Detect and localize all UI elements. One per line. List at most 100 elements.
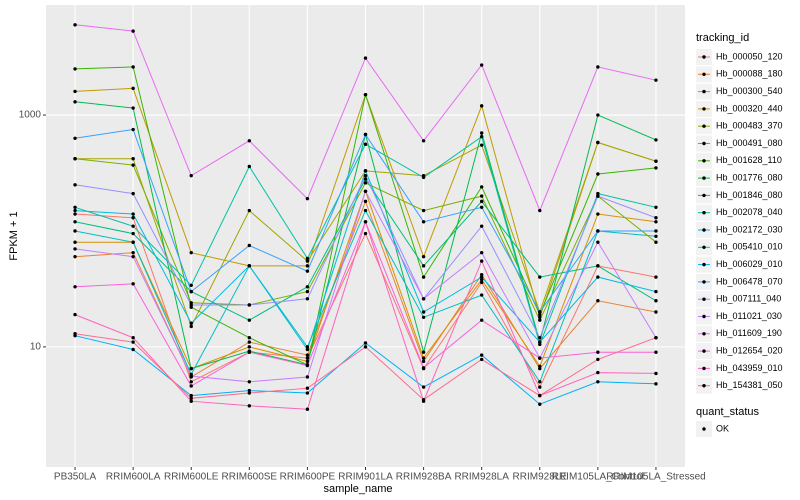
data-point	[421, 139, 426, 143]
data-point	[73, 312, 77, 317]
data-point	[538, 364, 542, 369]
data-point	[363, 208, 368, 213]
legend-point	[702, 245, 706, 249]
data-point	[596, 240, 600, 244]
data-point	[421, 398, 426, 402]
data-point	[73, 331, 77, 336]
legend-label: Hb_043959_010	[716, 363, 783, 373]
data-point	[305, 345, 310, 349]
data-point	[596, 264, 600, 268]
data-point	[247, 391, 252, 395]
data-point	[73, 229, 77, 233]
data-point	[538, 275, 542, 279]
data-point	[421, 310, 426, 314]
data-point	[596, 380, 600, 384]
legend-label: Hb_001776_080	[716, 172, 783, 182]
data-point	[479, 357, 484, 362]
x-tick-label: RRIM928LE	[513, 472, 568, 483]
data-point	[538, 402, 542, 406]
data-point	[247, 303, 252, 307]
data-point	[654, 240, 658, 244]
data-point	[189, 283, 193, 287]
data-point	[189, 321, 193, 325]
data-point	[73, 136, 77, 141]
data-point	[479, 277, 484, 282]
data-point	[131, 250, 135, 255]
data-point	[654, 159, 658, 163]
data-point	[421, 275, 426, 279]
x-axis-title: sample_name	[323, 483, 392, 495]
x-tick-label: RRIM600LA	[106, 472, 161, 483]
data-point	[189, 289, 193, 294]
data-point	[363, 173, 368, 178]
data-point	[479, 185, 484, 189]
data-point	[73, 100, 77, 104]
data-point	[305, 353, 310, 357]
data-point	[596, 350, 600, 354]
x-tick-label: RRIM600PE	[280, 472, 336, 483]
data-point	[479, 250, 484, 255]
data-point	[305, 407, 310, 411]
data-point	[131, 191, 135, 196]
data-point	[305, 391, 310, 395]
y-tick-label: 10	[30, 342, 42, 353]
data-point	[479, 63, 484, 67]
data-point	[131, 231, 135, 236]
legend-point	[702, 176, 706, 180]
data-point	[596, 212, 600, 216]
data-point	[305, 285, 310, 289]
data-point	[73, 23, 77, 27]
data-point	[421, 356, 426, 360]
data-point	[654, 350, 658, 354]
data-point	[131, 29, 135, 33]
data-point	[421, 264, 426, 268]
data-point	[189, 374, 193, 378]
legend-label: Hb_001628_110	[716, 155, 782, 165]
data-point	[73, 208, 77, 213]
data-point	[73, 254, 77, 259]
x-tick-label: RRIM105LA_Control	[552, 472, 644, 483]
data-point	[73, 205, 77, 210]
data-point	[363, 189, 368, 193]
data-point	[131, 282, 135, 286]
legend-label: Hb_006029_010	[716, 259, 783, 269]
legend-point	[702, 332, 706, 336]
x-tick-label: RRIM928BA	[396, 472, 452, 483]
legend-label: Hb_000320_440	[716, 103, 783, 113]
plot-panel	[46, 5, 685, 467]
data-point	[421, 254, 426, 259]
data-point	[538, 340, 542, 344]
data-point	[189, 399, 193, 403]
y-tick-label: 1000	[19, 110, 42, 121]
data-point	[305, 363, 310, 368]
data-point	[73, 89, 77, 94]
data-point	[247, 139, 252, 143]
legend-point	[702, 297, 706, 301]
legend-label: Hb_154381_050	[716, 380, 783, 390]
legend-point	[702, 384, 706, 388]
data-point	[305, 347, 310, 352]
legend-label: Hb_011021_030	[716, 311, 782, 321]
data-point	[247, 380, 252, 384]
data-point	[363, 231, 368, 236]
data-point	[247, 350, 252, 354]
data-point	[131, 127, 135, 132]
data-point	[73, 240, 77, 244]
legend-label: Hb_000300_540	[716, 86, 783, 96]
data-point	[363, 177, 368, 181]
data-point	[654, 216, 658, 220]
data-point	[654, 220, 658, 224]
data-point	[538, 393, 542, 398]
data-point	[479, 293, 484, 297]
data-point	[363, 142, 368, 146]
data-point	[538, 318, 542, 322]
legend-point	[702, 280, 706, 284]
data-point	[538, 380, 542, 384]
x-tick-label: RRIM901LA	[338, 472, 393, 483]
legend-point	[702, 314, 706, 319]
data-point	[421, 366, 426, 370]
legend-label: Hb_002172_030	[716, 224, 783, 234]
data-point	[596, 370, 600, 375]
data-point	[305, 264, 310, 268]
